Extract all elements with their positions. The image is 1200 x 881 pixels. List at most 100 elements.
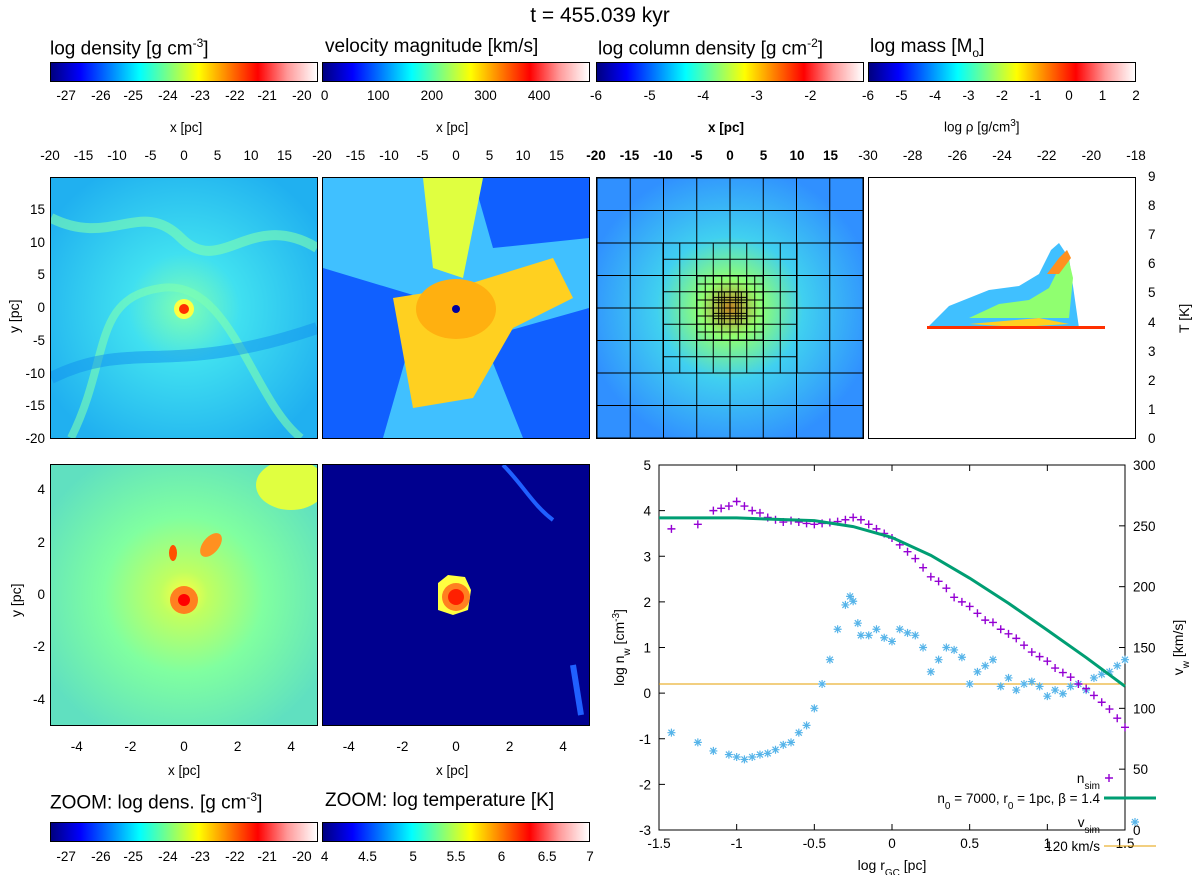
- n-sim-point: [926, 572, 935, 581]
- colorbar-tick-label: -5: [643, 88, 656, 103]
- n-sim-point: [755, 508, 764, 517]
- v-sim-point: [919, 643, 928, 652]
- x-tick-label: 1.5: [1116, 836, 1135, 851]
- n-sim-point: [1113, 714, 1122, 723]
- velocity-map-panel: [322, 177, 590, 439]
- n-sim-point: [919, 563, 928, 572]
- y2-tick-label: 0: [1133, 823, 1141, 838]
- v-sim-point: [1066, 682, 1075, 691]
- y2-tick-label: 150: [1133, 641, 1156, 656]
- v-sim-point: [864, 631, 873, 640]
- legend-n-sim-label: nsim: [1077, 771, 1100, 792]
- colorbar-tick-label: -4: [697, 88, 710, 103]
- phase-y-tick-label: 4: [1148, 314, 1156, 330]
- fit-line: [659, 516, 1126, 688]
- n-sim-point: [1082, 684, 1091, 693]
- colorbar-tick-label: 6.5: [537, 849, 557, 864]
- n-sim-point: [717, 504, 726, 513]
- x-tick-label: 5: [213, 148, 222, 163]
- v-sim-point: [872, 625, 881, 634]
- zoom-y-tick-label: 0: [37, 587, 45, 602]
- colorbar-tick-label: 300: [474, 88, 497, 103]
- x-tick-label: -10: [379, 148, 399, 163]
- colorbar-tick-label: -3: [962, 88, 975, 103]
- colorbar-tick-label: 400: [527, 88, 551, 103]
- x-tick-label: 0: [726, 148, 734, 163]
- v-sim-point: [926, 667, 935, 676]
- n-sim-point: [1020, 641, 1029, 650]
- velocity-colorbar-label: velocity magnitude [km/s]: [325, 36, 539, 57]
- n-sim-point: [1012, 634, 1021, 643]
- n-sim-point: [724, 502, 733, 511]
- colorbar-tick-label: -22: [225, 849, 245, 864]
- v-sim-point: [740, 755, 749, 764]
- legend-v-sim-label: vsim: [1078, 815, 1100, 836]
- y-tick-label: -1: [639, 732, 651, 747]
- n-sim-point: [841, 515, 850, 524]
- v-sim-point: [667, 728, 676, 737]
- v-sim-point: [1097, 670, 1106, 679]
- x-tick-label: -10: [107, 148, 127, 163]
- x-tick-label: 5: [485, 148, 494, 163]
- zoom-y-axis-label: y [pc]: [8, 583, 24, 617]
- n-sim-point: [903, 547, 912, 556]
- n-sim-point: [996, 625, 1005, 634]
- zoom-x-tick-label: 4: [559, 739, 567, 754]
- v-sim-point: [732, 753, 741, 761]
- colorbar-tick-label: -25: [123, 849, 143, 864]
- v-sim-point: [950, 645, 959, 654]
- x-tick-label: -15: [619, 148, 640, 163]
- n-sim-point: [1074, 680, 1083, 688]
- y-tick-label: 5: [37, 267, 45, 283]
- n-sim-point: [748, 506, 757, 515]
- y-tick-label: -3: [639, 823, 651, 838]
- v-sim-point: [1020, 680, 1029, 688]
- colorbar-tick-label: -5: [895, 88, 908, 103]
- colorbar-tick-label: -1: [1029, 88, 1042, 103]
- zoom-x-tick-label: 0: [180, 739, 188, 754]
- v-sim-point: [779, 740, 788, 749]
- v-sim-point: [1058, 689, 1067, 698]
- x-tick-label: 0.5: [960, 836, 979, 851]
- n-sim-point: [1051, 664, 1060, 673]
- colorbar-tick-label: -24: [158, 88, 178, 103]
- y2-tick-label: 250: [1133, 519, 1156, 534]
- y-axis-label-top: y [pc]: [6, 299, 22, 333]
- colorbar-tick-label: -27: [56, 88, 76, 103]
- y2-tick-label: 50: [1133, 762, 1148, 777]
- zoom-x-tick-label: 0: [452, 739, 460, 754]
- n-sim-point: [849, 513, 858, 522]
- v-sim-point: [1035, 682, 1044, 691]
- zoom-temperature-panel: [322, 464, 590, 726]
- v-sim-point: [841, 600, 850, 609]
- x-axis-label-1: x [pc]: [170, 120, 203, 135]
- colorbar-tick-label: -26: [91, 88, 111, 103]
- colorbar-tick-label: -27: [56, 849, 76, 864]
- x-tick-label: -15: [345, 148, 366, 163]
- y2-axis-label: vw [km/s]: [1170, 620, 1192, 675]
- zoom-y-tick-label: 2: [37, 534, 45, 550]
- x-tick-label: -1.5: [647, 836, 670, 851]
- v-sim-point: [853, 619, 862, 628]
- y-tick-label: 1: [643, 641, 651, 656]
- v-sim-point: [787, 738, 796, 747]
- colorbar-tick-label: -6: [589, 88, 603, 103]
- v-sim-point: [810, 704, 819, 713]
- y-tick-label: -2: [639, 777, 651, 792]
- v-sim-point: [903, 628, 912, 637]
- phase-y-tick-label: 5: [1148, 285, 1156, 301]
- density-colorbar: [50, 62, 318, 82]
- v-sim-point: [755, 750, 764, 759]
- v-sim-point: [934, 655, 943, 664]
- x-tick-label: -20: [40, 148, 60, 163]
- y2-tick-label: 300: [1133, 458, 1156, 473]
- y-tick-label: 3: [643, 549, 651, 564]
- v-sim-point: [973, 667, 982, 676]
- colorbar-tick-label: -4: [928, 88, 942, 103]
- phase-y-tick-label: 2: [1148, 372, 1156, 388]
- colorbar-tick-label: 7: [586, 849, 594, 864]
- n-sim-point: [740, 502, 749, 511]
- y-tick-label: -15: [25, 398, 45, 414]
- colorbar-tick-label: -3: [750, 88, 763, 103]
- v-sim-point: [846, 592, 855, 601]
